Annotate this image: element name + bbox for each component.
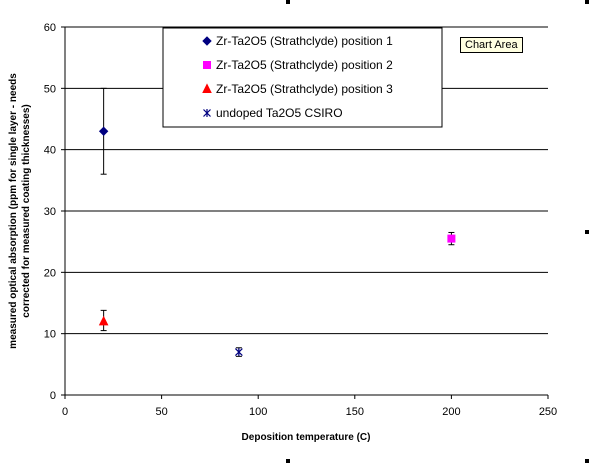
legend-entry-3: Zr-Ta2O5 (Strathclyde) position 3: [216, 82, 393, 96]
y-tick-label: 60: [44, 22, 56, 34]
legend-entry-1: Zr-Ta2O5 (Strathclyde) position 1: [216, 34, 393, 48]
legend-marker-3: [202, 83, 212, 93]
data-point-series-2: [447, 234, 456, 243]
y-tick-label: 40: [44, 145, 56, 157]
y-tick-label: 10: [44, 329, 56, 341]
y-tick-label: 20: [44, 267, 56, 279]
x-tick-label: 50: [155, 406, 167, 418]
resize-handle-top[interactable]: [286, 0, 290, 4]
data-point-series-1: [98, 126, 109, 136]
y-tick-label: 50: [44, 83, 56, 95]
x-tick-label: 100: [249, 406, 267, 418]
x-axis-title: Deposition temperature (C): [242, 432, 371, 443]
resize-handle-top-right[interactable]: [585, 0, 589, 4]
data-point-series-3: [98, 315, 109, 326]
legend-entry-2: Zr-Ta2O5 (Strathclyde) position 2: [216, 58, 393, 72]
chart-area-tooltip: Chart Area: [460, 37, 523, 53]
axes: 0 10 20 30 40 50 60 0 50 100 150 200 250: [44, 22, 557, 418]
legend-entry-4: undoped Ta2O5 CSIRO: [216, 106, 343, 120]
legend-marker-4: [203, 109, 211, 117]
legend-marker-1: [202, 36, 212, 46]
x-tick-label: 150: [346, 406, 364, 418]
resize-handle-bottom[interactable]: [286, 459, 290, 463]
legend[interactable]: Zr-Ta2O5 (Strathclyde) position 1 Zr-Ta2O…: [162, 27, 443, 128]
resize-handle-right[interactable]: [585, 230, 589, 234]
x-tick-label: 0: [62, 406, 68, 418]
y-tick-label: 0: [50, 390, 56, 402]
resize-handle-bottom-right[interactable]: [585, 459, 589, 463]
data-marks: [98, 87, 456, 357]
data-point-series-4: [234, 348, 243, 357]
legend-marker-2: [203, 61, 211, 69]
x-tick-label: 200: [442, 406, 460, 418]
y-axis-title: measured optical absorption (ppm for sin…: [8, 73, 32, 349]
y-tick-label: 30: [44, 206, 56, 218]
x-tick-label: 250: [539, 406, 557, 418]
